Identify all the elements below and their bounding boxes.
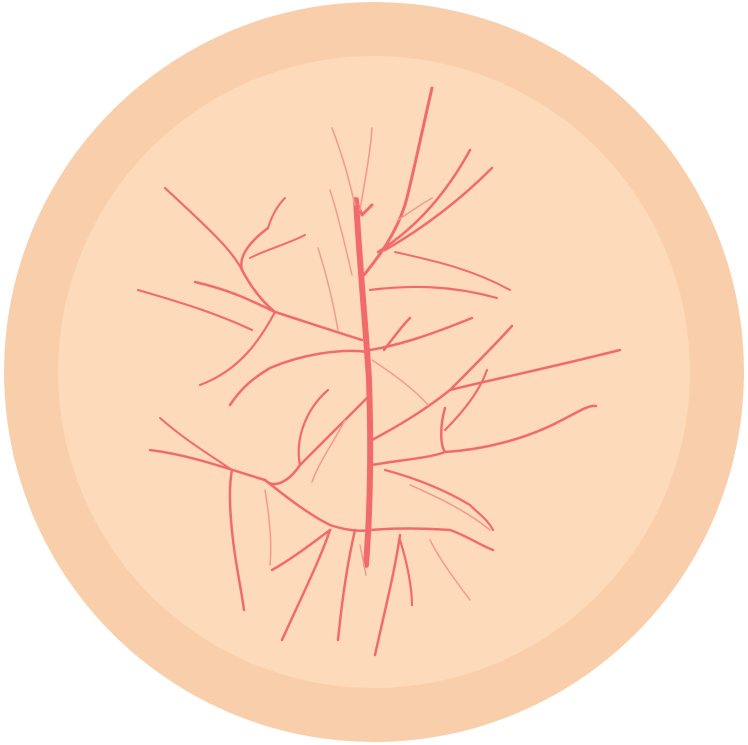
- vein-lower-left: [148, 448, 372, 533]
- vein-mid-right: [448, 348, 622, 392]
- vein-lower-right: [373, 533, 402, 657]
- vein-upper-left-fine: [329, 189, 353, 276]
- vein-lower-right: [368, 527, 495, 552]
- vein-lower-left: [336, 528, 357, 642]
- vein-upper-left: [163, 186, 244, 272]
- vein-mid-right: [370, 450, 447, 467]
- vein-upper-left: [136, 288, 254, 332]
- vein-lower-left: [270, 528, 332, 572]
- vein-upper-left: [267, 197, 286, 229]
- vein-lower-right-fine: [409, 484, 491, 531]
- vein-mid-left-fine: [311, 419, 346, 483]
- vein-upper-right: [376, 148, 472, 254]
- vein-trunk-top: [354, 198, 374, 217]
- vein-mid-right: [443, 368, 489, 432]
- vein-lower-right: [383, 468, 495, 532]
- vein-upper-right: [368, 285, 499, 300]
- vein-upper-right: [383, 166, 494, 252]
- vein-lower-right-fine: [359, 544, 367, 576]
- vein-top-fan: [331, 127, 356, 206]
- vein-lower-right: [398, 538, 414, 607]
- vein-upper-right: [362, 86, 434, 277]
- vein-trunk: [353, 197, 374, 568]
- vein-mid-left: [228, 349, 370, 407]
- vein-mid-right: [368, 316, 474, 352]
- vein-lower-right-fine: [429, 539, 471, 601]
- vein-top-fan: [359, 127, 373, 211]
- spider-vein-network: [136, 86, 622, 657]
- vein-mid-right: [382, 316, 412, 352]
- vein-mid-right: [440, 404, 598, 454]
- inner-skin-disc: [58, 56, 690, 688]
- vein-upper-right-fine: [397, 197, 433, 221]
- vein-mid-left: [297, 388, 330, 467]
- vein-upper-right: [394, 251, 511, 291]
- vein-upper-left: [249, 234, 306, 259]
- vein-lower-left: [228, 468, 246, 612]
- vein-lower-left: [280, 528, 332, 642]
- vein-upper-left: [198, 310, 277, 387]
- vein-mid-right-fine: [371, 359, 429, 406]
- vein-upper-left-fine: [317, 247, 339, 331]
- vein-lower-left-fine: [264, 489, 272, 566]
- vein-lower-left: [159, 417, 233, 471]
